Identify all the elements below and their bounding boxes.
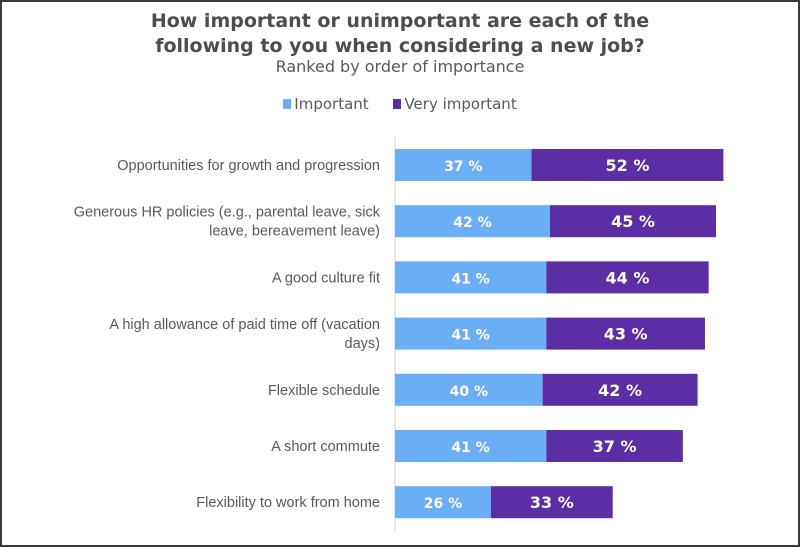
bar-very-important — [546, 261, 709, 294]
category-label: leave, bereavement leave) — [209, 224, 380, 240]
legend-label-very-important: Very important — [404, 95, 517, 113]
category-label: A high allowance of paid time off (vacat… — [109, 317, 380, 333]
bar-very-important — [490, 486, 613, 519]
bar-very-important — [549, 205, 717, 238]
bar-very-important — [531, 149, 724, 181]
data-label: 52 % — [606, 156, 650, 175]
bar-very-important — [546, 317, 705, 350]
bar-very-important — [542, 373, 698, 406]
legend-swatch-important — [283, 99, 292, 109]
legend-item-important: Important — [283, 95, 369, 113]
bar-important — [395, 430, 547, 462]
legend-label-important: Important — [294, 95, 369, 113]
chart-title-line-2: following to you when considering a new … — [155, 35, 645, 57]
category-label: Opportunities for growth and progression — [117, 158, 380, 174]
bar-important — [395, 486, 491, 519]
bar-important — [395, 317, 547, 350]
data-label: 41 % — [451, 440, 489, 456]
data-label: 44 % — [606, 268, 650, 287]
category-label: Flexibility to work from home — [196, 495, 380, 511]
category-label: A good culture fit — [272, 270, 380, 286]
bar-important — [395, 373, 543, 406]
bar-important — [395, 261, 547, 294]
legend-swatch-very-important — [393, 99, 402, 109]
data-label: 40 % — [450, 384, 488, 400]
bar-very-important — [546, 430, 683, 462]
data-label: 42 % — [453, 215, 491, 231]
category-label: Flexible schedule — [268, 383, 380, 399]
bar-important — [395, 205, 550, 238]
bar-important — [395, 149, 532, 181]
legend-item-very-important: Very important — [393, 95, 517, 113]
data-label: 37 % — [444, 159, 482, 175]
data-label: 42 % — [598, 381, 642, 400]
category-label: days) — [345, 336, 380, 352]
data-label: 43 % — [604, 325, 648, 344]
data-label: 26 % — [424, 496, 462, 512]
legend: Important Very important — [0, 95, 800, 113]
category-label: Generous HR policies (e.g., parental lea… — [74, 205, 381, 221]
data-label: 33 % — [530, 493, 574, 512]
data-label: 41 % — [451, 328, 489, 344]
data-label: 45 % — [611, 212, 655, 231]
chart-subtitle: Ranked by order of importance — [275, 57, 525, 76]
chart-title-line-1: How important or unimportant are each of… — [150, 10, 650, 32]
data-label: 37 % — [593, 437, 637, 456]
data-label: 41 % — [451, 271, 489, 287]
category-label: A short commute — [271, 439, 380, 455]
